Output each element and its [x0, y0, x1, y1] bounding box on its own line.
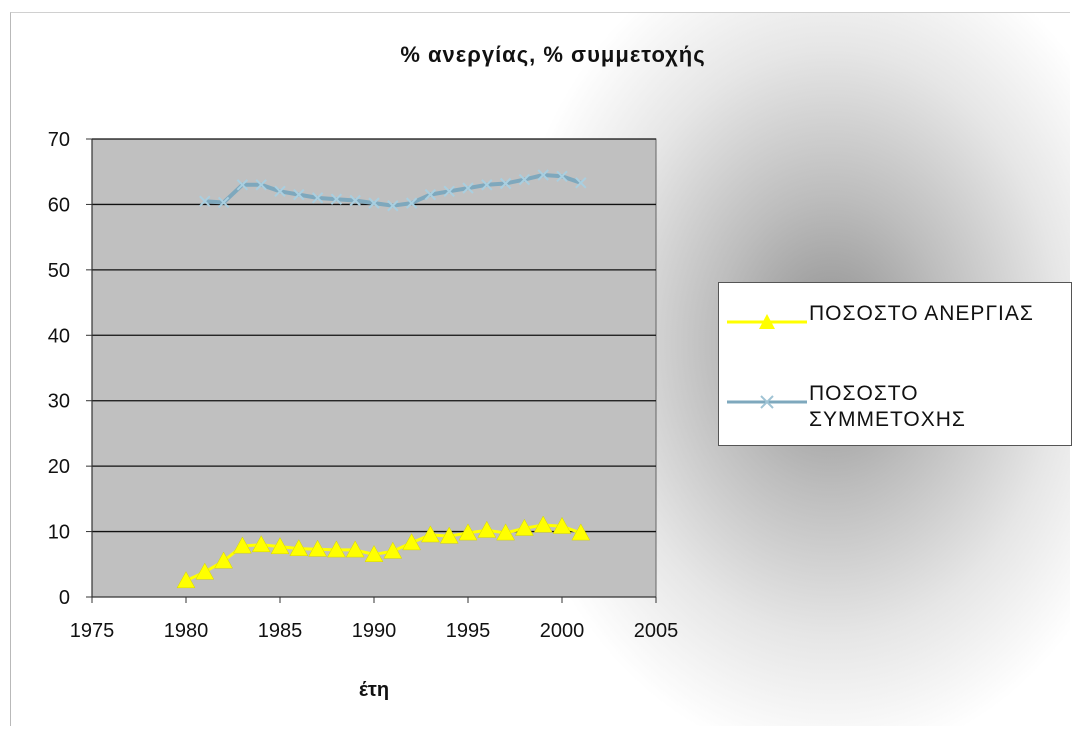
data-point-triangle — [195, 562, 215, 580]
data-point-x — [311, 192, 324, 204]
data-point-triangle — [214, 551, 234, 569]
data-point-triangle — [289, 539, 309, 557]
data-point-x — [537, 169, 549, 181]
data-point-x — [349, 194, 361, 207]
legend-label-participation: ΠΟΣΟΣΤΟ ΣΥΜΜΕΤΟΧΗΣ — [809, 382, 966, 431]
data-point-triangle — [251, 535, 271, 553]
x-tick-label: 1985 — [258, 620, 303, 642]
data-point-x — [330, 193, 343, 205]
data-point-triangle — [383, 541, 403, 559]
data-point-x — [217, 196, 230, 209]
y-tick-label: 40 — [48, 325, 70, 347]
x-tick-label: 1975 — [70, 620, 115, 642]
x-axis-label: έτη — [359, 679, 389, 701]
data-point-x — [405, 197, 418, 209]
data-point-triangle — [176, 571, 196, 589]
axes: 0 10 20 30 40 50 60 70 1975 1980 1985 1990 1995 2000 2… — [48, 129, 679, 642]
data-point-triangle — [571, 523, 591, 541]
legend-item-unemployment: ΠΟΣΟΣΤΟ ΑΝΕΡΓΙΑΣ — [719, 293, 1073, 353]
data-point-x — [387, 200, 399, 212]
data-point-triangle — [420, 525, 440, 543]
y-tick-label: 60 — [48, 194, 70, 216]
data-point-x — [274, 185, 286, 198]
data-point-triangle — [270, 537, 290, 555]
data-point-x — [575, 177, 587, 189]
data-point-x — [518, 173, 531, 186]
series-line — [185, 523, 582, 582]
data-point-x — [255, 179, 267, 191]
x-tick-label: 2000 — [540, 620, 585, 642]
y-tick-label: 20 — [48, 456, 70, 478]
series-unemployment — [176, 515, 591, 589]
data-point-triangle — [439, 526, 459, 544]
chart-title: % ανεργίας, % συμμετοχής — [400, 42, 705, 67]
data-point-triangle — [458, 523, 478, 541]
legend-item-participation: ΠΟΣΟΣΤΟ ΣΥΜΜΕΤΟΧΗΣ — [719, 373, 1073, 443]
x-marker-icon — [727, 395, 807, 409]
triangle-marker-icon — [727, 314, 807, 329]
legend-label-unemployment: ΠΟΣΟΣΤΟ ΑΝΕΡΓΙΑΣ — [809, 302, 1034, 325]
data-point-triangle — [326, 540, 346, 558]
data-point-triangle — [308, 539, 328, 557]
x-tick-label: 1990 — [352, 620, 397, 642]
data-point-triangle — [496, 523, 516, 541]
data-point-x — [424, 188, 437, 201]
x-tick-label: 1980 — [164, 620, 209, 642]
data-point-triangle — [345, 540, 365, 558]
y-tick-label: 0 — [59, 587, 70, 609]
data-point-triangle — [552, 516, 572, 534]
data-point-x — [293, 188, 305, 201]
data-point-triangle — [477, 520, 497, 538]
data-point-x — [236, 179, 249, 191]
x-tick-label: 2005 — [634, 620, 679, 642]
data-point-x — [556, 170, 568, 183]
data-point-triangle — [364, 544, 384, 562]
y-tick-label: 30 — [48, 391, 70, 413]
data-point-triangle — [514, 518, 534, 536]
data-point-x — [443, 185, 455, 198]
y-tick-label: 50 — [48, 260, 70, 282]
legend: ΠΟΣΟΣΤΟ ΑΝΕΡΓΙΑΣ ΠΟΣΟΣΤΟ ΣΥΜΜΕΤΟΧΗΣ — [718, 282, 1072, 446]
y-tick-label: 70 — [48, 129, 70, 151]
data-point-x — [462, 182, 474, 194]
x-tick-label: 1995 — [446, 620, 491, 642]
data-point-x — [199, 195, 211, 207]
data-point-triangle — [232, 536, 252, 554]
series-participation — [199, 169, 587, 212]
data-point-x — [481, 179, 493, 191]
data-point-x — [368, 197, 380, 209]
series-layer — [176, 169, 591, 589]
data-point-triangle — [533, 515, 553, 533]
y-tick-label: 10 — [48, 522, 70, 544]
data-point-triangle — [402, 533, 422, 551]
data-point-x — [499, 177, 512, 190]
